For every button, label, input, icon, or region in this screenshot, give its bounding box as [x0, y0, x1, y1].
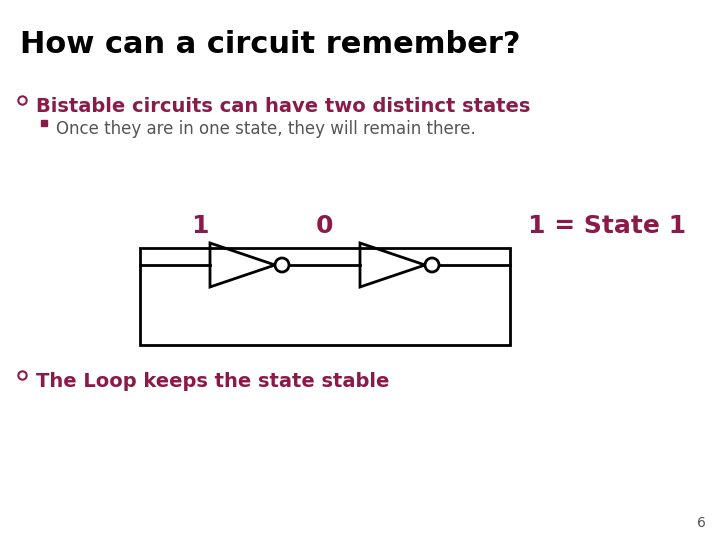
Text: Once they are in one state, they will remain there.: Once they are in one state, they will re… — [56, 120, 476, 138]
Text: 0: 0 — [316, 214, 333, 238]
Text: Bistable circuits can have two distinct states: Bistable circuits can have two distinct … — [36, 97, 531, 116]
Text: The Loop keeps the state stable: The Loop keeps the state stable — [36, 372, 390, 391]
Text: How can a circuit remember?: How can a circuit remember? — [20, 30, 521, 59]
Text: 1: 1 — [192, 214, 209, 238]
Text: 6: 6 — [697, 516, 706, 530]
Text: 1 = State 1: 1 = State 1 — [528, 214, 686, 238]
